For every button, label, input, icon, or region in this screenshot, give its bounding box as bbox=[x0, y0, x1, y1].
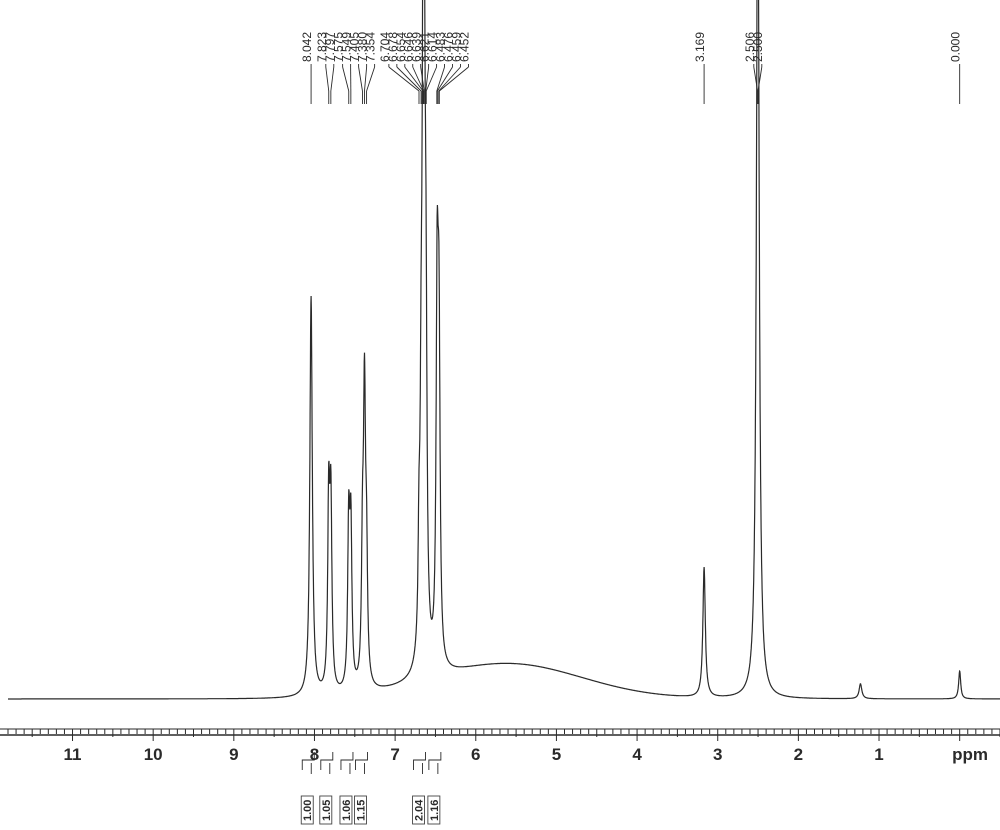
integral-label: 1.00 bbox=[301, 796, 314, 824]
svg-text:1.06: 1.06 bbox=[341, 800, 353, 821]
axis-tick-label: 4 bbox=[632, 745, 642, 764]
axis-tick-label: 7 bbox=[390, 745, 399, 764]
svg-text:1.00: 1.00 bbox=[302, 800, 314, 821]
svg-text:1.05: 1.05 bbox=[321, 800, 333, 821]
axis-tick-label: 1 bbox=[874, 745, 883, 764]
axis-tick-label: 6 bbox=[471, 745, 480, 764]
nmr-spectrum: 1110987654321ppm8.0427.8237.7977.5757.54… bbox=[0, 0, 1000, 830]
spectrum-trace bbox=[8, 0, 1000, 699]
svg-text:2.04: 2.04 bbox=[414, 799, 426, 821]
peak-ppm-label: 2.500 bbox=[751, 32, 765, 62]
integral-label: 2.04 bbox=[413, 796, 426, 824]
axis-tick-label: 11 bbox=[64, 745, 82, 764]
axis-tick-label: 2 bbox=[794, 745, 803, 764]
axis-tick-label: 5 bbox=[552, 745, 561, 764]
integral-label: 1.16 bbox=[428, 796, 441, 824]
integral-label: 1.05 bbox=[320, 796, 333, 824]
nmr-svg: 1110987654321ppm8.0427.8237.7977.5757.54… bbox=[0, 0, 1000, 830]
svg-text:1.16: 1.16 bbox=[429, 800, 441, 821]
peak-ppm-label: 8.042 bbox=[300, 32, 314, 62]
axis-unit-label: ppm bbox=[952, 745, 988, 764]
integral-label: 1.06 bbox=[340, 796, 353, 824]
axis-tick-label: 10 bbox=[144, 745, 163, 764]
svg-text:1.15: 1.15 bbox=[355, 800, 367, 821]
integral-label: 1.15 bbox=[354, 796, 367, 824]
peak-ppm-label: 6.452 bbox=[458, 32, 472, 62]
axis-tick-label: 3 bbox=[713, 745, 722, 764]
peak-ppm-label: 0.000 bbox=[949, 32, 963, 62]
peak-ppm-label: 3.169 bbox=[693, 32, 707, 62]
axis-tick-label: 9 bbox=[229, 745, 238, 764]
peak-ppm-label: 7.354 bbox=[364, 32, 378, 62]
